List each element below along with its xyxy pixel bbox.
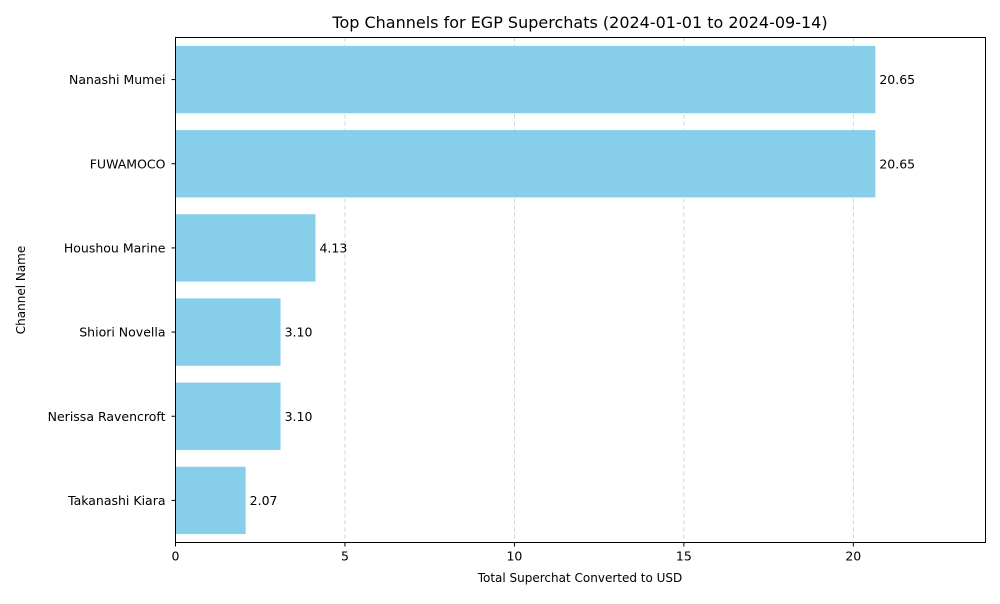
data-labels-layer: 20.65 20.65 4.13 3.10 3.10 2.07 [250, 72, 915, 508]
data-label-4: 3.10 [285, 409, 313, 424]
x-tick-label-0: 0 [172, 549, 180, 564]
data-label-3: 3.10 [285, 325, 313, 340]
y-tick-label-5: Takanashi Kiara [67, 493, 166, 508]
x-tick-label-1: 5 [341, 549, 349, 564]
data-label-1: 20.65 [879, 156, 915, 171]
bars-layer [175, 45, 876, 535]
plot-frame [175, 37, 986, 543]
x-tick-label-3: 15 [676, 549, 692, 564]
bar-4 [175, 382, 281, 450]
bar-1 [175, 130, 876, 198]
x-tick-label-2: 10 [506, 549, 522, 564]
chart-title: Top Channels for EGP Superchats (2024-01… [331, 13, 827, 32]
y-tick-label-0: Nanashi Mumei [69, 72, 166, 87]
bar-2 [175, 214, 316, 282]
data-label-5: 2.07 [250, 493, 278, 508]
bar-5 [175, 466, 246, 535]
y-axis-label: Channel Name [14, 246, 28, 334]
y-tick-label-4: Nerissa Ravencroft [48, 409, 166, 424]
x-axis-label: Total Superchat Converted to USD [477, 571, 683, 585]
y-axis-ticks: Nanashi Mumei FUWAMOCO Houshou Marine Shior… [48, 72, 176, 508]
y-tick-label-1: FUWAMOCO [90, 156, 166, 171]
y-tick-label-2: Houshou Marine [64, 240, 166, 255]
data-label-0: 20.65 [879, 72, 915, 87]
y-tick-label-3: Shiori Novella [79, 325, 165, 340]
data-label-2: 4.13 [319, 240, 347, 255]
x-tick-label-4: 20 [845, 549, 861, 564]
bar-3 [175, 298, 281, 366]
bar-0 [175, 45, 876, 114]
x-axis-ticks: 0 5 10 15 20 [172, 542, 861, 564]
